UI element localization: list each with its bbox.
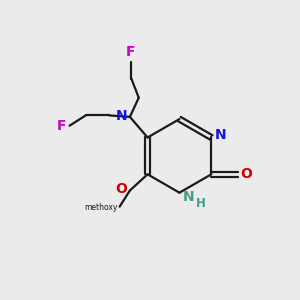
Text: N: N: [116, 109, 128, 123]
Text: N: N: [214, 128, 226, 142]
Text: H: H: [196, 197, 206, 210]
Text: N: N: [182, 190, 194, 203]
Text: F: F: [126, 45, 136, 59]
Text: F: F: [56, 119, 66, 133]
Text: methoxy: methoxy: [84, 203, 117, 212]
Text: O: O: [240, 167, 252, 181]
Text: O: O: [116, 182, 127, 196]
